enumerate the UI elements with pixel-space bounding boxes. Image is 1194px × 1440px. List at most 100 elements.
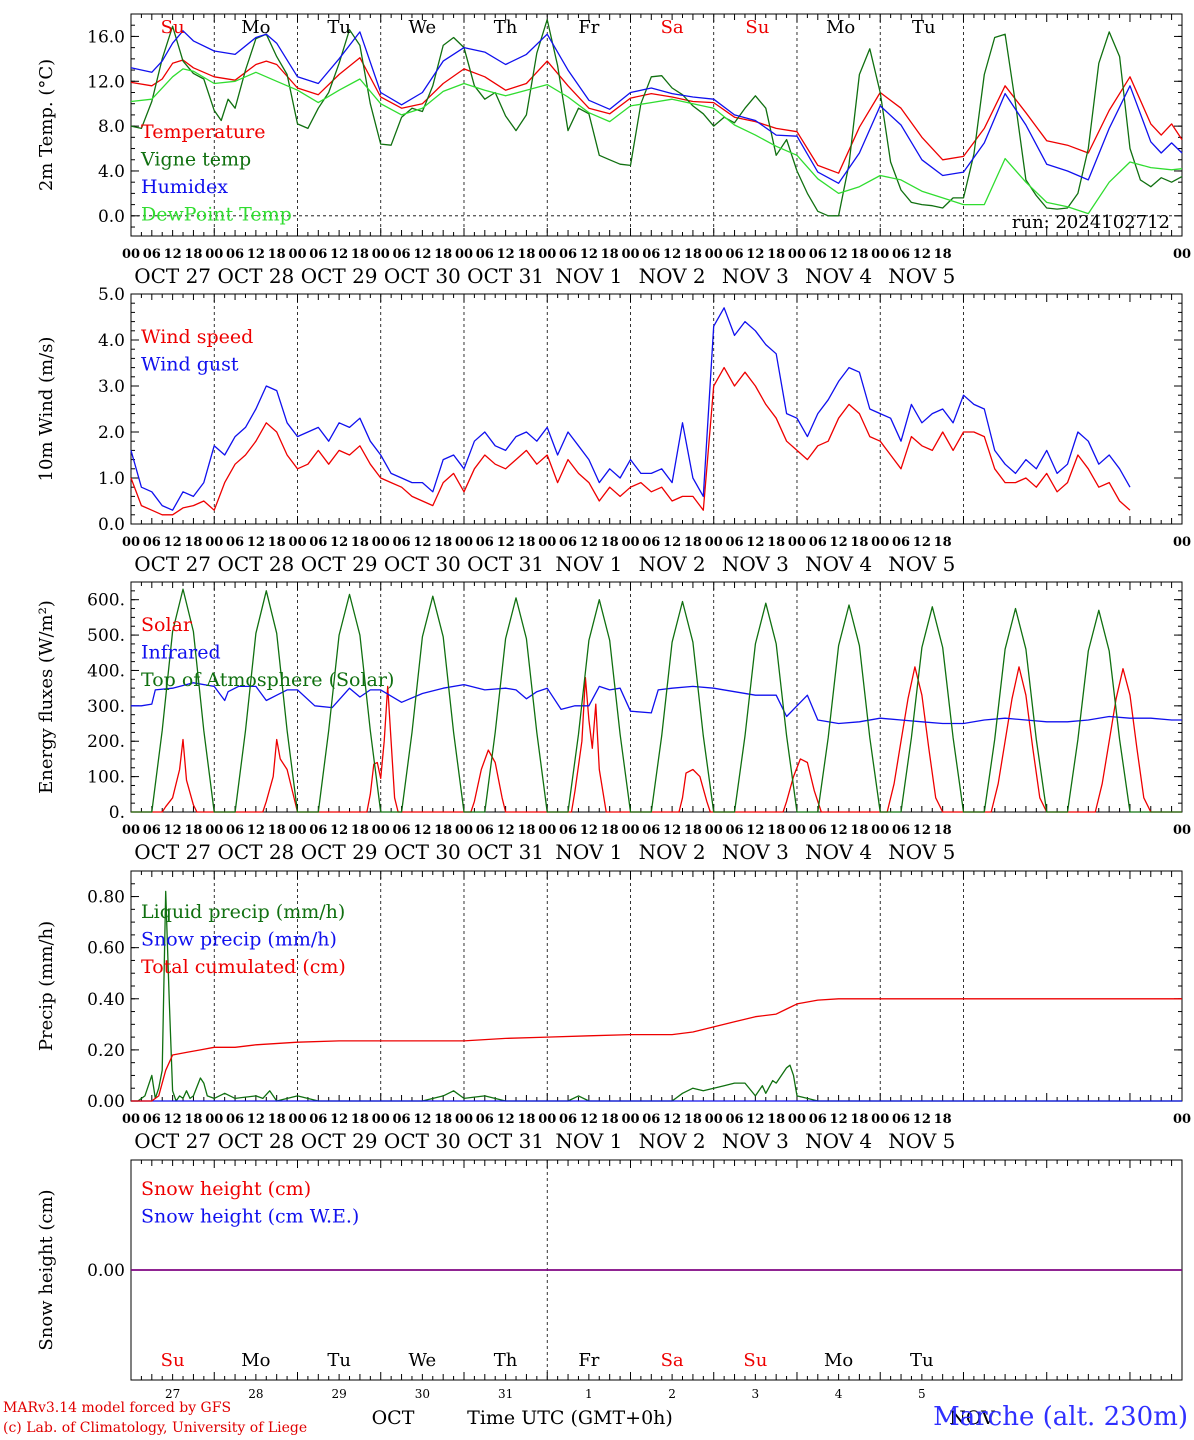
hour-tick-label: 12 (497, 823, 515, 838)
y-tick-label: 100. (87, 768, 125, 788)
hour-tick-label: 18 (934, 535, 952, 550)
y-axis-label: Snow height (cm) (36, 1189, 57, 1350)
hour-tick-label: 00 (871, 247, 889, 262)
hour-tick-label: 12 (663, 1112, 681, 1127)
hour-tick-label: 06 (309, 535, 327, 550)
y-tick-label: 1.0 (98, 469, 125, 489)
hour-tick-label: 18 (850, 823, 868, 838)
hour-tick-label: 06 (226, 247, 244, 262)
date-label: OCT 27 (134, 840, 211, 864)
hour-tick-label: 00 (288, 535, 306, 550)
weekday-label-bottom: Tu (910, 1350, 934, 1371)
date-label: OCT 31 (467, 1129, 544, 1153)
date-label: NOV 5 (888, 552, 955, 576)
hour-tick-label: 06 (559, 247, 577, 262)
date-label: NOV 1 (555, 552, 622, 576)
hour-tick-label: 06 (642, 247, 660, 262)
date-label: OCT 28 (217, 264, 294, 288)
hour-tick-label: 06 (309, 823, 327, 838)
hour-tick-label: 00 (288, 1112, 306, 1127)
weekday-label-bottom: We (409, 1350, 437, 1371)
hour-tick-label: 00 (788, 1112, 806, 1127)
legend-snow-precip-mm-h-: Snow precip (mm/h) (141, 929, 337, 951)
date-label: OCT 28 (217, 1129, 294, 1153)
hour-tick-label: 12 (247, 247, 265, 262)
day-number: 29 (331, 1387, 346, 1401)
hour-tick-label: 00 (288, 247, 306, 262)
series-infrared-line (131, 682, 1182, 725)
hour-tick-label: 06 (143, 247, 161, 262)
day-number: 4 (835, 1387, 843, 1401)
y-tick-label: 0.80 (87, 888, 125, 908)
weekday-label: Su (745, 17, 769, 38)
weekday-label: Mo (241, 17, 270, 38)
hour-tick-label: 06 (809, 247, 827, 262)
date-label: NOV 2 (639, 840, 706, 864)
date-label: NOV 5 (888, 840, 955, 864)
legend-vigne-temp: Vigne temp (140, 149, 251, 171)
hour-tick-label: 00 (705, 1112, 723, 1127)
hour-tick-label: 06 (309, 247, 327, 262)
date-label: NOV 1 (555, 840, 622, 864)
weekday-label: Su (161, 17, 185, 38)
hour-tick-label: 00 (705, 247, 723, 262)
hour-tick-label: 18 (517, 1112, 535, 1127)
hour-tick-label: 12 (580, 1112, 598, 1127)
hour-tick-label: 00 (205, 247, 223, 262)
day-number: 1 (585, 1387, 593, 1401)
model-credit-line2: (c) Lab. of Climatology, University of L… (3, 1420, 308, 1436)
hour-tick-label: 06 (476, 247, 494, 262)
hour-tick-label: 18 (184, 1112, 202, 1127)
date-label: OCT 30 (384, 552, 461, 576)
hour-tick-label: 12 (164, 535, 182, 550)
hour-tick-label: 00 (538, 823, 556, 838)
y-tick-label: 600. (87, 591, 125, 611)
date-label: NOV 4 (805, 264, 872, 288)
month-label-nov: NOV (949, 1407, 995, 1429)
hour-tick-label: 12 (497, 1112, 515, 1127)
hour-tick-label: 06 (725, 1112, 743, 1127)
hour-tick-label: 12 (330, 535, 348, 550)
hour-tick-label: 00 (705, 823, 723, 838)
hour-tick-label: 12 (413, 823, 431, 838)
weekday-label: Th (494, 17, 518, 38)
hour-tick-label: 06 (892, 247, 910, 262)
hour-tick-label: 12 (413, 247, 431, 262)
y-tick-label: 0.00 (87, 1261, 125, 1281)
series-temperature-line (130, 57, 1183, 174)
hour-tick-label: 12 (413, 1112, 431, 1127)
y-tick-label: 500. (87, 626, 125, 646)
hour-tick-label: 12 (247, 1112, 265, 1127)
hour-tick-label: 12 (913, 823, 931, 838)
hour-tick-label: 12 (330, 823, 348, 838)
hour-tick-label: 12 (830, 535, 848, 550)
hour-tick-label: 00 (705, 535, 723, 550)
date-label: NOV 4 (805, 552, 872, 576)
hour-tick-label: 12 (580, 247, 598, 262)
date-label: OCT 28 (217, 552, 294, 576)
date-label: NOV 3 (722, 1129, 789, 1153)
hour-tick-label: 00 (621, 1112, 639, 1127)
hour-tick-label: 12 (663, 535, 681, 550)
hour-tick-label: 06 (143, 535, 161, 550)
y-tick-label: 4.0 (98, 162, 125, 182)
date-label: OCT 29 (301, 552, 378, 576)
hour-tick-label: 18 (517, 823, 535, 838)
hour-tick-label: 00 (122, 1112, 140, 1127)
hour-tick-label: 06 (892, 823, 910, 838)
hour-tick-label: 18 (767, 535, 785, 550)
weekday-label-bottom: Fr (578, 1350, 599, 1371)
hour-tick-label: 18 (184, 823, 202, 838)
date-label: NOV 2 (639, 1129, 706, 1153)
date-label: OCT 29 (301, 840, 378, 864)
weekday-label: Tu (327, 17, 351, 38)
y-tick-label: 0.60 (87, 939, 125, 959)
weekday-label: Fr (578, 17, 599, 38)
hour-tick-label: 18 (268, 247, 286, 262)
hour-tick-label: 18 (934, 1112, 952, 1127)
hour-tick-label: 18 (684, 823, 702, 838)
legend-wind-gust: Wind gust (141, 354, 239, 376)
legend-humidex: Humidex (141, 176, 228, 198)
hour-tick-label: 12 (746, 823, 764, 838)
hour-tick-label: 12 (663, 823, 681, 838)
